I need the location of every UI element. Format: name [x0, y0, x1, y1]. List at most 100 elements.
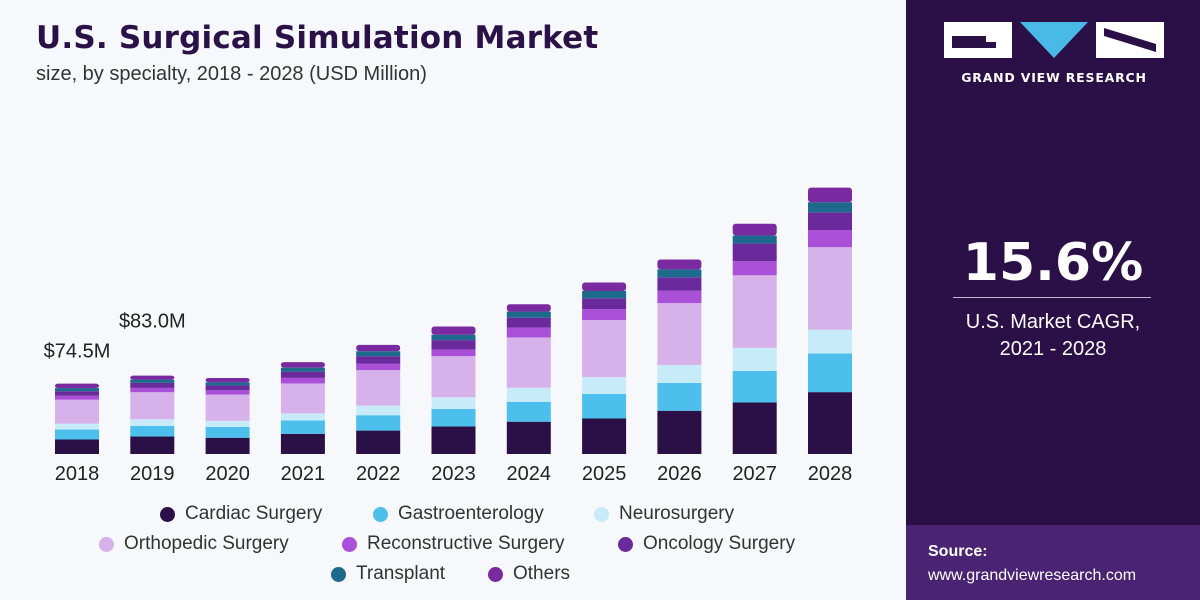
cagr-divider [953, 297, 1151, 298]
bar-stack-2019 [130, 375, 175, 454]
bar-segment-others-2027 [732, 223, 777, 236]
bar-segment-others-2018 [55, 383, 99, 389]
x-tick-label: 2028 [808, 463, 853, 485]
bar-segment-cardiac-surgery-2024 [506, 421, 551, 454]
bar-segment-reconstructive-surgery-2020 [205, 390, 250, 395]
bar-stack-2025 [582, 282, 627, 454]
bar-segment-reconstructive-surgery-2024 [506, 327, 551, 338]
legend-item-gastroenterology: Gastroenterology [373, 503, 544, 525]
cagr-value: 15.6% [962, 233, 1144, 293]
legend-swatch [99, 536, 114, 552]
bar-segment-oncology-surgery-2024 [506, 317, 551, 328]
bar-stack-2027 [732, 223, 777, 454]
legend-swatch [373, 506, 388, 522]
bar-segment-neurosurgery-2021 [280, 413, 325, 421]
bar-segment-cardiac-surgery-2026 [657, 410, 702, 454]
bar-segment-transplant-2021 [280, 367, 325, 372]
bar-segment-transplant-2028 [808, 202, 852, 213]
data-label: $83.0M [119, 311, 186, 333]
bar-segment-oncology-surgery-2019 [130, 382, 175, 388]
legend-swatch [594, 506, 609, 522]
legend-swatch [331, 566, 346, 582]
bar-segment-neurosurgery-2024 [506, 387, 551, 402]
bar-segment-oncology-surgery-2018 [55, 391, 99, 396]
bar-segment-others-2025 [582, 282, 627, 291]
source-link[interactable]: www.grandviewresearch.com [928, 567, 1137, 584]
bar-segment-reconstructive-surgery-2026 [657, 290, 702, 304]
bar-segment-oncology-surgery-2023 [431, 340, 476, 350]
bar-segment-others-2021 [280, 362, 325, 368]
legend-swatch [160, 506, 175, 522]
bar-segment-orthopedic-surgery-2026 [657, 303, 702, 365]
bar-segment-others-2023 [431, 326, 476, 335]
bar-segment-transplant-2020 [205, 382, 250, 386]
legend-item-cardiac-surgery: Cardiac Surgery [160, 503, 322, 525]
bar-segment-gastroenterology-2027 [732, 370, 777, 403]
bar-stack-2024 [506, 304, 551, 454]
bar-segment-cardiac-surgery-2019 [130, 436, 175, 454]
bar-segment-others-2028 [808, 187, 852, 203]
legend-item-reconstructive-surgery: Reconstructive Surgery [342, 533, 564, 555]
x-tick-label: 2024 [507, 463, 552, 485]
bar-segment-oncology-surgery-2027 [732, 243, 777, 262]
bar-stack-2028 [808, 187, 852, 454]
bar-segment-cardiac-surgery-2020 [205, 437, 250, 454]
bar-segment-reconstructive-surgery-2019 [130, 387, 175, 393]
bar-segment-reconstructive-surgery-2027 [732, 261, 777, 276]
logo-mark-icon [944, 22, 1164, 58]
bar-segment-transplant-2026 [657, 269, 702, 278]
bar-segment-cardiac-surgery-2025 [582, 418, 627, 454]
bar-stack-2020 [205, 377, 250, 454]
legend-swatch [342, 536, 357, 552]
bar-segment-reconstructive-surgery-2023 [431, 349, 476, 357]
bar-stack-2021 [280, 362, 325, 454]
legend-label: Transplant [356, 563, 446, 584]
bar-segment-others-2019 [130, 375, 175, 380]
bar-segment-orthopedic-surgery-2019 [130, 392, 175, 420]
x-tick-label: 2018 [55, 463, 100, 485]
source-block: Source: www.grandviewresearch.com [906, 525, 1200, 600]
cagr-label: U.S. Market CAGR, 2021 - 2028 [906, 309, 1200, 363]
bar-segment-gastroenterology-2019 [130, 425, 175, 437]
bar-segment-orthopedic-surgery-2027 [732, 275, 777, 348]
bar-stack-2023 [431, 326, 476, 454]
bar-segment-gastroenterology-2023 [431, 408, 476, 427]
bar-segment-gastroenterology-2018 [55, 429, 99, 440]
chart-subtitle: size, by specialty, 2018 - 2028 (USD Mil… [36, 63, 427, 85]
bar-segment-others-2024 [506, 304, 551, 312]
bar-segment-neurosurgery-2027 [732, 347, 777, 371]
bar-segment-cardiac-surgery-2027 [732, 402, 777, 454]
bar-segment-gastroenterology-2022 [356, 415, 401, 431]
bar-segment-transplant-2019 [130, 379, 175, 383]
x-tick-label: 2027 [732, 463, 777, 485]
bar-segment-neurosurgery-2025 [582, 377, 627, 394]
x-tick-label: 2023 [431, 463, 476, 485]
legend-label: Reconstructive Surgery [367, 533, 565, 554]
bar-segment-orthopedic-surgery-2020 [205, 394, 250, 421]
bar-segment-transplant-2025 [582, 290, 627, 299]
source-label: Source: [928, 543, 988, 560]
bar-segment-neurosurgery-2026 [657, 364, 702, 383]
side-panel: GRAND VIEW RESEARCH 15.6% U.S. Market CA… [906, 0, 1200, 600]
bar-segment-oncology-surgery-2028 [808, 212, 852, 231]
bar-segment-cardiac-surgery-2023 [431, 426, 476, 454]
bar-segment-transplant-2023 [431, 334, 476, 341]
bar-segment-reconstructive-surgery-2021 [280, 377, 325, 384]
bar-segment-oncology-surgery-2025 [582, 298, 627, 310]
x-tick-label: 2026 [657, 463, 702, 485]
legend-label: Oncology Surgery [643, 533, 796, 554]
brand-name: GRAND VIEW RESEARCH [961, 70, 1147, 85]
bar-segment-neurosurgery-2022 [356, 405, 401, 416]
legend-swatch [618, 536, 633, 552]
bar-segment-others-2022 [356, 344, 401, 352]
cagr-label-line-1: U.S. Market CAGR, [965, 311, 1141, 333]
cagr-label-line-2: 2021 - 2028 [999, 338, 1107, 360]
bar-segment-others-2020 [205, 377, 250, 383]
bar-segment-gastroenterology-2021 [280, 420, 325, 434]
bar-segment-neurosurgery-2018 [55, 423, 99, 430]
bar-segment-cardiac-surgery-2018 [55, 439, 99, 454]
bar-segment-gastroenterology-2026 [657, 382, 702, 411]
bar-segment-transplant-2024 [506, 311, 551, 318]
bar-segment-neurosurgery-2019 [130, 419, 175, 426]
x-tick-label: 2021 [281, 463, 326, 485]
